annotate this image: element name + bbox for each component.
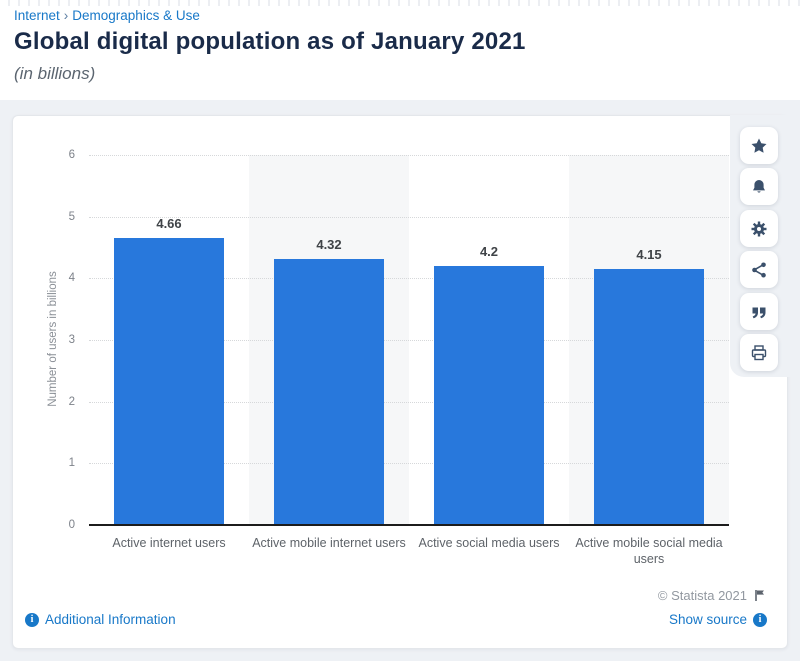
y-axis-tick-label: 1 bbox=[68, 457, 75, 470]
top-edge-texture bbox=[0, 0, 800, 6]
print-button[interactable] bbox=[740, 334, 778, 371]
y-axis-tick-label: 5 bbox=[68, 210, 75, 223]
y-axis-tick-label: 0 bbox=[68, 519, 75, 531]
bar-value-label: 4.2 bbox=[479, 244, 499, 259]
cite-button[interactable] bbox=[740, 293, 778, 330]
additional-information-link[interactable]: i Additional Information bbox=[25, 612, 176, 627]
gridline bbox=[89, 401, 729, 403]
show-source-link[interactable]: Show source i bbox=[669, 612, 767, 627]
gear-icon bbox=[750, 220, 768, 238]
y-axis-tick-label: 6 bbox=[68, 149, 75, 161]
x-axis-category-label: Active social media users bbox=[418, 536, 560, 550]
y-axis-tick-label: 2 bbox=[68, 395, 75, 408]
print-icon bbox=[750, 344, 768, 362]
y-axis-tick-label: 3 bbox=[68, 334, 75, 346]
y-axis-tick-label: 4 bbox=[68, 272, 75, 285]
footer-links: i Additional Information Show source i bbox=[25, 612, 767, 627]
x-axis-category-label: Active mobile internet users bbox=[252, 536, 406, 550]
share-icon bbox=[750, 261, 768, 279]
bar-value-label: 4.15 bbox=[636, 247, 662, 263]
copyright-text: © Statista 2021 bbox=[657, 588, 747, 603]
additional-information-label: Additional Information bbox=[45, 612, 176, 627]
settings-button[interactable] bbox=[740, 210, 778, 247]
page-subtitle: (in billions) bbox=[14, 64, 96, 83]
page-title: Global digital population as of January … bbox=[14, 28, 526, 55]
chart-card: Number of users in billions 0 1 2 3 4 5 6 4.66 A… bbox=[12, 115, 788, 649]
favorite-button[interactable] bbox=[740, 127, 778, 164]
bar[interactable] bbox=[114, 237, 224, 525]
bar-value-label: 4.32 bbox=[316, 236, 342, 252]
breadcrumb: Internet › Demographics & Use bbox=[14, 8, 200, 23]
quote-icon bbox=[750, 303, 768, 321]
breadcrumb-separator: › bbox=[63, 8, 69, 23]
alerts-button[interactable] bbox=[740, 168, 778, 205]
gridline bbox=[89, 155, 729, 156]
bar[interactable] bbox=[594, 269, 704, 525]
bar[interactable] bbox=[274, 258, 384, 525]
breadcrumb-link-internet[interactable]: Internet bbox=[14, 8, 60, 23]
gridline bbox=[89, 216, 729, 218]
star-icon bbox=[750, 137, 768, 155]
bar-chart: Number of users in billions 0 1 2 3 4 5 6 4.66 A… bbox=[13, 116, 787, 648]
breadcrumb-link-demographics[interactable]: Demographics & Use bbox=[72, 8, 200, 23]
copyright-line: © Statista 2021 bbox=[658, 588, 767, 603]
x-axis-category-label: Active internet users bbox=[112, 536, 226, 550]
gridline bbox=[89, 463, 729, 465]
info-icon: i bbox=[753, 612, 767, 627]
x-axis-line bbox=[89, 524, 729, 526]
report-flag-icon[interactable] bbox=[754, 589, 767, 602]
bar[interactable] bbox=[434, 266, 544, 525]
info-icon: i bbox=[25, 612, 39, 627]
gridline bbox=[89, 278, 729, 280]
x-axis-category-label: Active mobile social media users bbox=[575, 536, 723, 566]
share-button[interactable] bbox=[740, 251, 778, 288]
gridline bbox=[89, 340, 729, 341]
bell-icon bbox=[750, 178, 768, 196]
bar-value-label: 4.66 bbox=[156, 215, 182, 231]
show-source-label: Show source bbox=[668, 612, 747, 627]
